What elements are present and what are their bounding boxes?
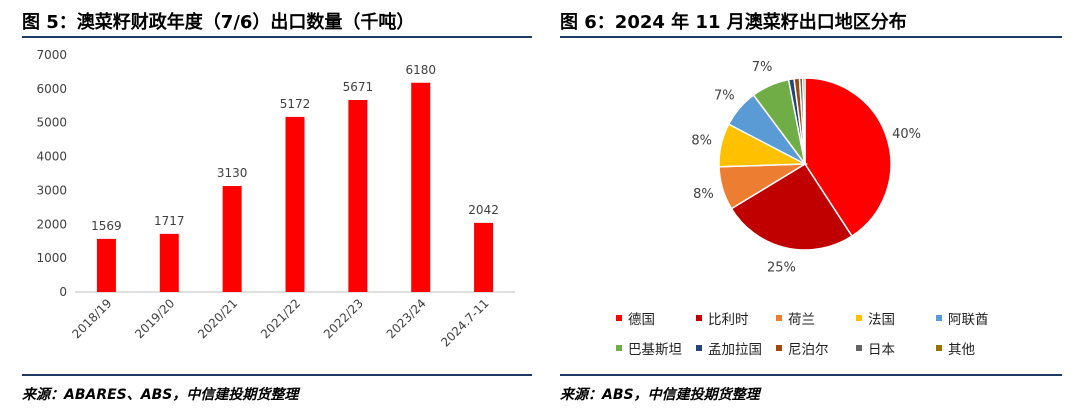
legend-swatch [616,345,622,351]
legend-item: 阿联酋 [936,308,1016,328]
pie-slice-label: 8% [693,187,714,202]
legend-swatch [696,315,702,321]
legend-label: 阿联酋 [948,312,989,328]
bar-value-label: 5671 [343,80,374,94]
bar [222,186,242,292]
legend-label: 比利时 [708,312,749,328]
pie-chart: 40% 25% 8% 8% 7% 7% [691,60,921,275]
bar-value-label: 1569 [91,219,122,233]
legend-label: 德国 [628,312,655,328]
legend-swatch [936,315,942,321]
bar [96,238,116,292]
legend-swatch [696,345,702,351]
pie-slice [802,77,806,165]
y-tick-label: 5000 [36,116,67,130]
legend-item: 巴基斯坦 [616,338,696,358]
x-tick-label: 2019/20 [132,296,177,341]
x-tick-label: 2024.7-11 [438,296,491,349]
y-tick-label: 7000 [36,48,67,62]
legend-swatch [776,345,782,351]
x-tick-label: 2022/23 [321,296,366,341]
bar [159,233,179,292]
y-tick-label: 0 [59,285,67,299]
left-bottom-rule [22,374,532,376]
pie-slice [730,162,853,251]
legend-label: 尼泊尔 [788,342,829,358]
legend-item: 其他 [936,338,1016,358]
pie-slice-label: 8% [691,133,712,148]
y-tick-label: 4000 [36,150,67,164]
legend-label: 荷兰 [788,312,815,328]
bar-value-label: 5172 [280,97,311,111]
legend-label: 法国 [868,312,895,328]
bar-chart: 0 1000 2000 3000 4000 5000 6000 7000 1569 2018/19… [36,48,515,350]
legend-swatch [936,345,942,351]
legend-swatch [856,315,862,321]
legend-label: 孟加拉国 [708,342,762,358]
legend-label: 其他 [948,342,975,358]
right-source: 来源：ABS，中信建投期货整理 [560,387,760,403]
legend-item: 孟加拉国 [696,338,776,358]
legend-item: 尼泊尔 [776,338,856,358]
right-title-rule [560,36,1062,38]
bar [411,82,431,293]
pie-slice-label: 7% [714,88,735,103]
x-tick-label: 2023/24 [384,296,429,341]
bar-value-label: 6180 [405,63,436,77]
x-tick-label: 2021/22 [258,296,303,341]
legend-item: 德国 [616,308,696,328]
left-title-rule [22,36,532,38]
pie-slice-label: 7% [752,60,773,75]
bar [474,222,494,292]
y-tick-label: 6000 [36,82,67,96]
pie-slice-label: 25% [767,260,796,275]
y-tick-label: 2000 [36,217,67,231]
x-tick-label: 2018/19 [69,296,114,341]
left-chart-title: 图 5：澳菜籽财政年度（7/6）出口数量（千吨） [22,12,415,33]
pie-legend: 德国 比利时 荷兰 法国 阿联酋巴基斯坦 孟加拉国 尼泊尔 日本 其他 [616,308,1016,358]
legend-item: 法国 [856,308,936,328]
bar-value-label: 2042 [468,203,499,217]
bar-value-label: 1717 [154,214,185,228]
x-tick-label: 2020/21 [195,296,240,341]
legend-item: 日本 [856,338,936,358]
legend-label: 巴基斯坦 [628,342,682,358]
legend-label: 日本 [868,342,895,358]
y-tick-label: 1000 [36,251,67,265]
legend-swatch [616,315,622,321]
pie-slice-label: 40% [892,127,921,142]
right-bottom-rule [560,374,1062,376]
bar [285,116,305,292]
y-tick-label: 3000 [36,183,67,197]
left-source: 来源：ABARES、ABS，中信建投期货整理 [22,387,299,403]
bar [348,99,368,292]
legend-item: 比利时 [696,308,776,328]
right-chart-title: 图 6：2024 年 11 月澳菜籽出口地区分布 [560,12,907,33]
legend-swatch [776,315,782,321]
bar-value-label: 3130 [217,166,248,180]
legend-item: 荷兰 [776,308,856,328]
legend-swatch [856,345,862,351]
